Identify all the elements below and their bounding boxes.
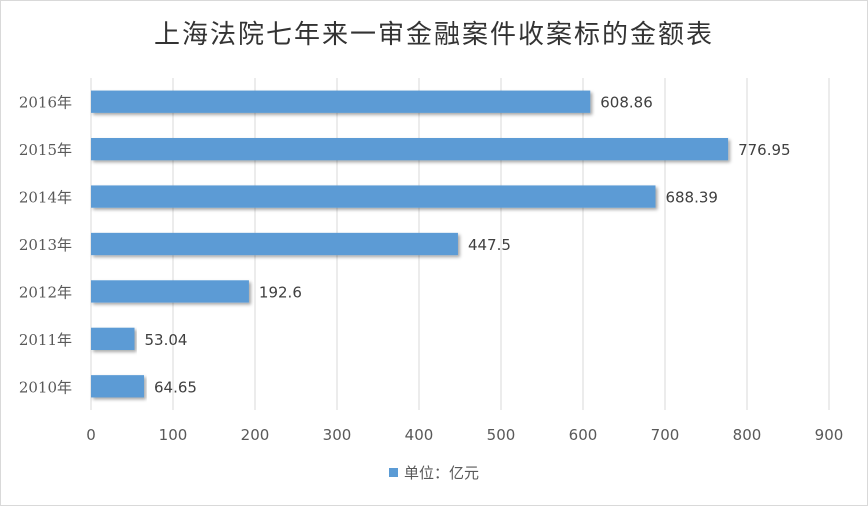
bar [91, 280, 249, 303]
category-label: 2016年 [19, 94, 72, 112]
category-label: 2013年 [19, 236, 72, 254]
x-tick-label: 400 [405, 426, 434, 444]
data-label: 53.04 [144, 331, 187, 349]
category-label: 2010年 [19, 378, 72, 396]
category-label: 2012年 [19, 283, 72, 301]
data-label: 192.6 [259, 283, 302, 301]
legend-label: 单位：亿元 [403, 464, 479, 482]
data-label: 608.86 [600, 94, 653, 112]
data-label: 688.39 [665, 189, 718, 207]
x-tick-label: 0 [86, 426, 96, 444]
data-label: 776.95 [738, 141, 791, 159]
bar [91, 137, 729, 161]
x-tick-label: 300 [323, 426, 352, 444]
chart-title: 上海法院七年来一审金融案件收案标的金额表 [153, 20, 714, 50]
data-label: 447.5 [468, 236, 511, 254]
x-tick-label: 500 [487, 426, 516, 444]
data-label: 64.65 [154, 378, 197, 396]
category-label: 2015年 [19, 141, 72, 159]
bar [91, 232, 458, 256]
legend-swatch [388, 468, 398, 477]
x-tick-label: 700 [651, 426, 680, 444]
x-tick-label: 800 [733, 426, 762, 444]
legend: 单位：亿元 [0, 462, 868, 483]
bar [91, 185, 656, 208]
x-tick-label: 900 [815, 426, 844, 444]
bar [91, 327, 135, 351]
x-tick-label: 200 [241, 426, 270, 444]
category-label: 2014年 [19, 189, 72, 207]
x-tick-label: 100 [159, 426, 188, 444]
bar [91, 375, 145, 398]
x-tick-label: 600 [569, 426, 598, 444]
category-label: 2011年 [19, 331, 72, 349]
bar [91, 90, 591, 113]
